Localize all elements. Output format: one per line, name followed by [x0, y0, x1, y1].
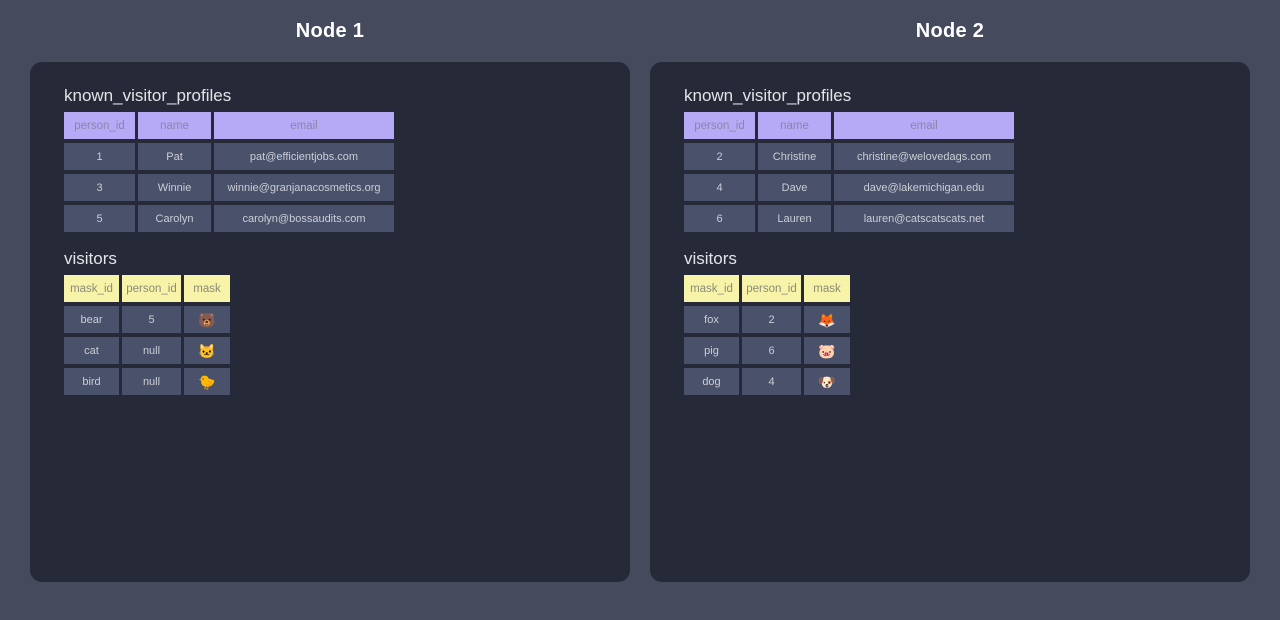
table-cell: Pat — [138, 143, 211, 170]
table-cell: 2 — [684, 143, 755, 170]
table-cell: 6 — [684, 205, 755, 232]
table-cell: 2 — [742, 306, 801, 333]
node-title: Node 2 — [915, 19, 985, 42]
node-panel: known_visitor_profiles person_id name emai… — [30, 62, 630, 582]
table-cell: 1 — [64, 143, 135, 170]
table-row: cat null 🐱 — [64, 337, 230, 364]
node-title: Node 1 — [295, 19, 365, 42]
header-row: mask_id person_id mask — [64, 275, 230, 302]
header-row: person_id name email — [64, 112, 394, 139]
column-header-person_id: person_id — [742, 275, 801, 302]
column-header-name: name — [758, 112, 831, 139]
table-cell: carolyn@bossaudits.com — [214, 205, 394, 232]
table-row: 4 Dave dave@lakemichigan.edu — [684, 174, 1014, 201]
table-cell: dave@lakemichigan.edu — [834, 174, 1014, 201]
table-row: pig 6 🐷 — [684, 337, 850, 364]
table-cell: Lauren — [758, 205, 831, 232]
table-row: dog 4 🐶 — [684, 368, 850, 395]
table-cell: 5 — [122, 306, 181, 333]
column-header-mask: mask — [184, 275, 230, 302]
data-table: mask_id person_id mask bear 5 🐻 cat null 🐱 bird n… — [61, 271, 233, 399]
data-table: mask_id person_id mask fox 2 🦊 pig 6 🐷 dog 4 🐶 — [681, 271, 853, 399]
table-cell: null — [122, 368, 181, 395]
table-cell: fox — [684, 306, 739, 333]
table-title: visitors — [684, 249, 737, 268]
table-cell: dog — [684, 368, 739, 395]
table-cell: Winnie — [138, 174, 211, 201]
column-header-email: email — [214, 112, 394, 139]
table-cell: Carolyn — [138, 205, 211, 232]
table-cell: Christine — [758, 143, 831, 170]
table-cell: pig — [684, 337, 739, 364]
mask-emoji-cell: 🦊 — [804, 306, 850, 333]
table-section: visitors mask_id person_id mask bear 5 🐻 cat n… — [64, 249, 596, 399]
table-cell: 4 — [742, 368, 801, 395]
node-panel: known_visitor_profiles person_id name emai… — [650, 62, 1250, 582]
column-header-mask: mask — [804, 275, 850, 302]
column-header-mask_id: mask_id — [64, 275, 119, 302]
mask-emoji-cell: 🐻 — [184, 306, 230, 333]
table-cell: Dave — [758, 174, 831, 201]
table-cell: 3 — [64, 174, 135, 201]
column-header-email: email — [834, 112, 1014, 139]
table-cell: bear — [64, 306, 119, 333]
column-header-person_id: person_id — [122, 275, 181, 302]
table-cell: 6 — [742, 337, 801, 364]
mask-emoji-cell: 🐤 — [184, 368, 230, 395]
table-section: visitors mask_id person_id mask fox 2 🦊 pig 6 🐷… — [684, 249, 1216, 399]
nodes-container: Node 1 known_visitor_profiles person_id n… — [30, 0, 1250, 582]
mask-emoji-cell: 🐱 — [184, 337, 230, 364]
table-cell: winnie@granjanacosmetics.org — [214, 174, 394, 201]
mask-emoji-cell: 🐷 — [804, 337, 850, 364]
table-row: 1 Pat pat@efficientjobs.com — [64, 143, 394, 170]
table-row: bear 5 🐻 — [64, 306, 230, 333]
column-header-name: name — [138, 112, 211, 139]
data-table: person_id name email 1 Pat pat@efficientjobs… — [61, 108, 397, 236]
table-section: known_visitor_profiles person_id name emai… — [684, 86, 1216, 236]
mask-emoji-cell: 🐶 — [804, 368, 850, 395]
table-row: 2 Christine christine@welovedags.com — [684, 143, 1014, 170]
table-cell: cat — [64, 337, 119, 364]
table-title: visitors — [64, 249, 117, 268]
table-row: bird null 🐤 — [64, 368, 230, 395]
table-section: known_visitor_profiles person_id name emai… — [64, 86, 596, 236]
table-cell: christine@welovedags.com — [834, 143, 1014, 170]
header-row: person_id name email — [684, 112, 1014, 139]
table-cell: pat@efficientjobs.com — [214, 143, 394, 170]
column-header-person_id: person_id — [684, 112, 755, 139]
data-table: person_id name email 2 Christine christine@w… — [681, 108, 1017, 236]
node-column: Node 1 known_visitor_profiles person_id n… — [30, 0, 630, 582]
table-cell: lauren@catscatscats.net — [834, 205, 1014, 232]
table-row: 6 Lauren lauren@catscatscats.net — [684, 205, 1014, 232]
table-cell: 4 — [684, 174, 755, 201]
column-header-mask_id: mask_id — [684, 275, 739, 302]
table-cell: null — [122, 337, 181, 364]
table-row: 3 Winnie winnie@granjanacosmetics.org — [64, 174, 394, 201]
table-cell: 5 — [64, 205, 135, 232]
node-column: Node 2 known_visitor_profiles person_id n… — [650, 0, 1250, 582]
table-row: fox 2 🦊 — [684, 306, 850, 333]
table-title: known_visitor_profiles — [684, 86, 852, 105]
header-row: mask_id person_id mask — [684, 275, 850, 302]
table-row: 5 Carolyn carolyn@bossaudits.com — [64, 205, 394, 232]
table-title: known_visitor_profiles — [64, 86, 232, 105]
column-header-person_id: person_id — [64, 112, 135, 139]
table-cell: bird — [64, 368, 119, 395]
